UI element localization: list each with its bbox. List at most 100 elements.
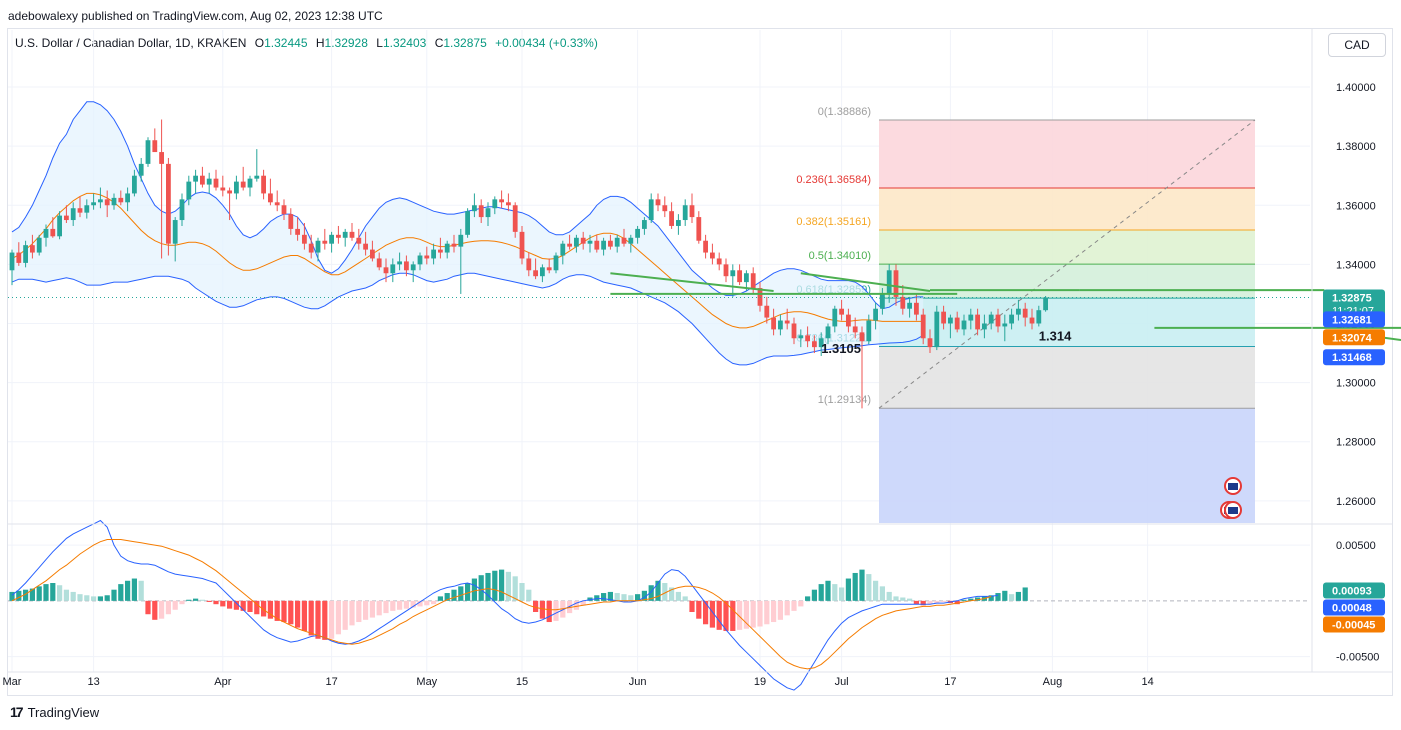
y-tick-label: 1.40000: [1336, 82, 1376, 94]
candle-body: [948, 317, 953, 324]
macd-histogram-bar: [954, 600, 960, 605]
us-flag-icon-inner: [1228, 483, 1238, 490]
candle-body: [1022, 308, 1028, 318]
fib-level-label: 0.236(1.36584): [796, 174, 871, 186]
x-tick-label: Aug: [1043, 676, 1063, 688]
macd-histogram-bar: [444, 593, 450, 601]
macd-histogram-bar: [356, 600, 362, 623]
bb-lower-tag-bg: [1323, 349, 1385, 366]
macd-histogram-bar: [941, 600, 947, 602]
macd-histogram-bar: [186, 599, 192, 601]
macd-histogram-bar: [322, 600, 328, 640]
macd-histogram-bar: [526, 589, 532, 601]
bollinger-lower-line: [11, 272, 924, 366]
macd-histogram-bar: [240, 600, 246, 611]
candle-body: [648, 199, 654, 221]
candle-body: [866, 320, 872, 342]
macd-histogram-bar: [519, 583, 525, 601]
candle-body: [159, 152, 164, 164]
candle-body: [614, 237, 620, 247]
candle-body: [77, 208, 83, 213]
candle-body: [424, 255, 430, 259]
macd-histogram-bar: [397, 600, 403, 610]
sma-tag-bg: [1323, 329, 1385, 346]
macd-histogram-bar: [369, 600, 375, 618]
candle-body: [621, 237, 627, 244]
candle-body: [70, 208, 76, 221]
macd-histogram-bar: [159, 600, 165, 619]
macd-histogram-bar: [750, 600, 756, 628]
falling-trend-line: [1344, 331, 1401, 342]
macd-histogram-bar: [1022, 587, 1028, 601]
candle-body: [594, 240, 600, 250]
y-tick-label: 1.34000: [1336, 259, 1376, 271]
macd-histogram-bar: [485, 572, 491, 601]
candle-body: [145, 140, 151, 164]
candle-body: [91, 202, 96, 206]
candle-body: [540, 267, 545, 277]
macd-histogram-bar: [84, 595, 90, 601]
bb-upper-tag-bg: [1323, 311, 1385, 328]
macd-histogram-bar: [839, 587, 845, 601]
open-value: 1.32445: [264, 36, 308, 50]
annotation-2: 1.314: [1039, 328, 1072, 343]
macd-signal-line: [11, 539, 992, 670]
candle-body: [186, 181, 192, 200]
candle-body: [193, 175, 198, 182]
macd-histogram-bar: [342, 600, 348, 630]
candle-body: [438, 249, 443, 253]
macd-histogram-bar: [879, 586, 885, 601]
candle-body: [941, 311, 946, 324]
macd-histogram-bar: [560, 600, 566, 618]
high-value: 1.32928: [324, 36, 368, 50]
candle-body: [179, 199, 185, 221]
macd-histogram-bar: [63, 589, 69, 601]
candle-body: [682, 205, 688, 221]
macd-histogram-bar: [288, 600, 294, 625]
rising-trend-line: [800, 272, 931, 292]
candle-body: [315, 240, 321, 253]
candle-body: [988, 314, 994, 324]
axes-layer: 1.400001.380001.360001.340001.320001.300…: [3, 29, 1392, 688]
macd-histogram-bar: [995, 593, 1001, 601]
x-tick-label: 17: [944, 676, 956, 688]
candle-body: [138, 163, 144, 176]
candle-body: [417, 255, 423, 265]
currency-button[interactable]: CAD: [1328, 33, 1386, 57]
candle-body: [220, 187, 226, 191]
candle-body: [36, 237, 42, 253]
macd-histogram-bar: [886, 591, 892, 601]
macd-histogram-bar: [9, 591, 15, 601]
macd-histogram-bar: [179, 600, 185, 605]
macd-histogram-bar: [811, 589, 817, 601]
macd-histogram-bar: [907, 598, 913, 601]
candle-body: [512, 205, 518, 232]
macd-histogram-bar: [424, 600, 430, 606]
macd-histogram-bar: [50, 583, 56, 601]
y-tick-label: 1.28000: [1336, 437, 1376, 449]
macd-histogram-bar: [213, 600, 219, 605]
macd-histogram-bar: [689, 600, 695, 612]
candle-body: [322, 240, 328, 244]
candle-body: [934, 311, 940, 348]
macd-histogram-bar: [866, 574, 872, 601]
candle-body: [737, 270, 742, 283]
candle-body: [1002, 323, 1008, 327]
candle-body: [832, 308, 838, 327]
macd-histogram-bar: [349, 600, 355, 626]
macd-histogram-bar: [641, 590, 647, 601]
macd-histogram-bar: [743, 600, 749, 629]
candle-body: [431, 249, 436, 259]
candle-body: [771, 317, 776, 330]
x-tick-label: 17: [325, 676, 337, 688]
candle-body: [580, 237, 586, 244]
x-tick-label: 13: [87, 676, 99, 688]
macd-histogram-bar: [913, 600, 919, 605]
fib-zone: [879, 230, 1255, 265]
fib-level-label: 0(1.38886): [818, 106, 871, 118]
candle-body: [553, 255, 559, 271]
tradingview-logo-icon: 17: [10, 704, 24, 720]
candle-body: [376, 258, 382, 268]
macd-histogram-bar: [43, 584, 49, 601]
